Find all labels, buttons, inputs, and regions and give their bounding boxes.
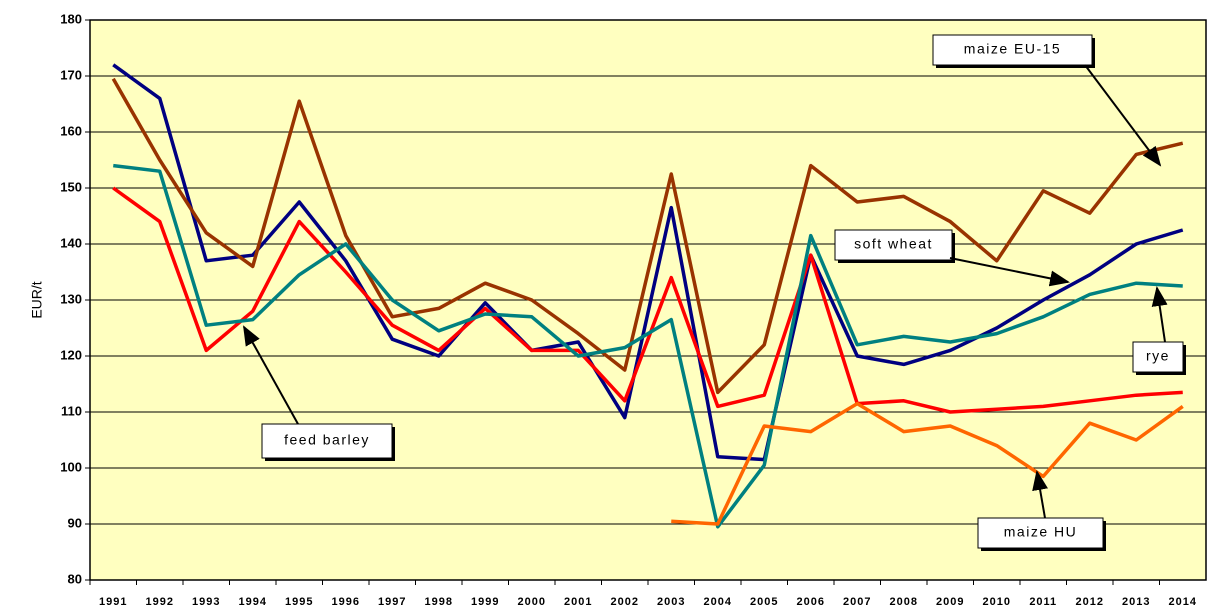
legend-label: maize EU-15: [964, 41, 1061, 57]
annotation-arrow: [243, 325, 299, 425]
series-line: [112, 186, 1183, 414]
x-tick-label: 1992: [146, 596, 174, 608]
x-tick-label: 2005: [750, 596, 778, 608]
x-tick-label: 2011: [1029, 596, 1057, 608]
y-tick-label: 120: [60, 347, 82, 362]
x-tick-label: 1994: [239, 596, 267, 608]
y-tick-label: 110: [61, 403, 82, 418]
y-axis-label: EUR/t: [29, 281, 45, 318]
annotation-arrow: [1084, 64, 1162, 167]
series-line: [111, 77, 1184, 395]
annotation-arrow: [1151, 286, 1168, 343]
x-tick-label: 2006: [797, 596, 825, 608]
series-line: [112, 63, 1184, 462]
series-line: [671, 401, 1184, 526]
x-tick-label: 2000: [518, 596, 546, 608]
annotation-box: [834, 229, 953, 261]
annotation-box: [1132, 341, 1184, 373]
x-tick-label: 1995: [285, 596, 313, 608]
annotation-box: [977, 517, 1104, 549]
x-tick-label: 1999: [471, 596, 499, 608]
x-tick-label: 2002: [611, 596, 639, 608]
annotation-arrow: [949, 257, 1070, 287]
x-tick-label: 2004: [704, 596, 732, 608]
x-tick-label: 2007: [843, 596, 871, 608]
x-tick-label: 2009: [936, 596, 964, 608]
y-tick-label: 180: [60, 11, 82, 26]
x-tick-label: 2010: [983, 596, 1011, 608]
y-tick-label: 80: [68, 571, 82, 586]
x-tick-label: 2012: [1076, 596, 1104, 608]
series-line: [113, 163, 1183, 529]
legend-label: feed barley: [284, 432, 370, 448]
y-tick-label: 130: [60, 291, 82, 306]
x-tick-label: 2014: [1169, 596, 1197, 608]
x-tick-label: 1996: [332, 596, 360, 608]
annotation-arrow: [1032, 470, 1048, 519]
x-tick-label: 1991: [99, 596, 127, 608]
y-tick-label: 160: [60, 123, 82, 138]
x-tick-label: 2001: [564, 596, 592, 608]
y-tick-label: 140: [60, 235, 82, 250]
legend-label: rye: [1146, 348, 1170, 364]
legend-label: soft wheat: [854, 236, 933, 252]
annotation-box: [932, 34, 1093, 66]
x-tick-label: 2013: [1122, 596, 1150, 608]
x-tick-label: 2003: [657, 596, 685, 608]
x-tick-label: 1997: [378, 596, 406, 608]
y-tick-label: 90: [68, 515, 82, 530]
y-tick-label: 150: [60, 179, 82, 194]
x-tick-label: 1998: [425, 596, 453, 608]
annotation-box: [261, 423, 393, 459]
y-tick-label: 170: [60, 67, 82, 82]
legend-label: maize HU: [1004, 524, 1077, 540]
x-tick-label: 1993: [192, 596, 220, 608]
y-tick-label: 100: [60, 459, 82, 474]
x-tick-label: 2008: [890, 596, 918, 608]
